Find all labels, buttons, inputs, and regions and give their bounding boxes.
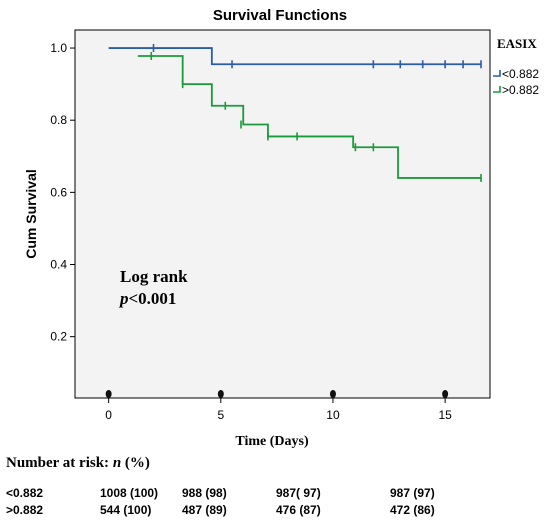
risk-cell: 487 (89): [182, 503, 227, 517]
y-tick-label: 0.4: [50, 258, 67, 272]
series-2: [137, 51, 482, 182]
x-tick-label: 0: [105, 408, 112, 422]
legend-swatch: [493, 70, 501, 77]
risk-row: <0.882 1008 (100) 988 (98) 987( 97) 987 (97): [6, 486, 435, 503]
risk-row-label: >0.882: [6, 503, 44, 517]
risk-table: Number at risk: n (%) <0.882 1008 (100) 98…: [6, 455, 435, 520]
y-tick-label: 0.2: [50, 330, 67, 344]
y-tick-label: 0.8: [50, 113, 67, 127]
legend-swatch: [493, 86, 501, 93]
risk-cell: 1008 (100): [100, 486, 159, 500]
legend-item-1: <0.882: [493, 67, 539, 81]
risk-cell: 472 (86): [390, 503, 435, 517]
x-axis-dot: [217, 390, 224, 398]
risk-table-title: Number at risk: n (%): [6, 455, 150, 471]
risk-cell: 476 (87): [276, 503, 321, 517]
x-tick-label: 10: [326, 408, 340, 422]
x-tick-label: 5: [217, 408, 224, 422]
survival-curve-2: [137, 55, 482, 179]
risk-row-label: <0.882: [6, 486, 44, 500]
annotation-p: p: [118, 289, 129, 308]
x-axis-label: Time (Days): [235, 434, 309, 449]
risk-title-n: n: [112, 455, 122, 471]
y-tick-label: 1.0: [50, 41, 67, 55]
legend-label: <0.882: [502, 67, 539, 81]
y-tick-label: 0.6: [50, 185, 67, 199]
risk-cell: 544 (100): [100, 503, 152, 517]
risk-row: >0.882 544 (100) 487 (89) 476 (87) 472 (86): [6, 503, 435, 520]
annotation-pvalue: p<0.001: [118, 289, 176, 308]
annotation-p-rest: <0.001: [129, 289, 177, 308]
legend: EASIX <0.882 >0.882: [493, 36, 539, 97]
risk-cell: 987( 97): [276, 486, 321, 500]
log-rank-annotation: Log rank p<0.001: [118, 267, 188, 308]
y-axis-label: Cum Survival: [23, 169, 39, 258]
legend-title: EASIX: [497, 36, 537, 51]
x-axis-dot: [105, 390, 112, 398]
risk-cell: 988 (98): [182, 486, 227, 500]
x-axis-dot: [329, 390, 336, 398]
x-tick-label: 15: [438, 408, 452, 422]
legend-item-2: >0.882: [493, 83, 539, 97]
chart-title: Survival Functions: [213, 7, 347, 24]
plot-area: [74, 29, 491, 399]
legend-label: >0.882: [502, 83, 539, 97]
x-axis-dot: [442, 390, 449, 398]
risk-cell: 987 (97): [390, 486, 435, 500]
series-1: [108, 44, 482, 69]
annotation-line1: Log rank: [120, 267, 188, 286]
survival-chart: Survival Functions 0.2 0.4 0.6 0.8 1.0 0 5 10 1…: [23, 7, 539, 449]
survival-curve-1: [108, 47, 482, 66]
